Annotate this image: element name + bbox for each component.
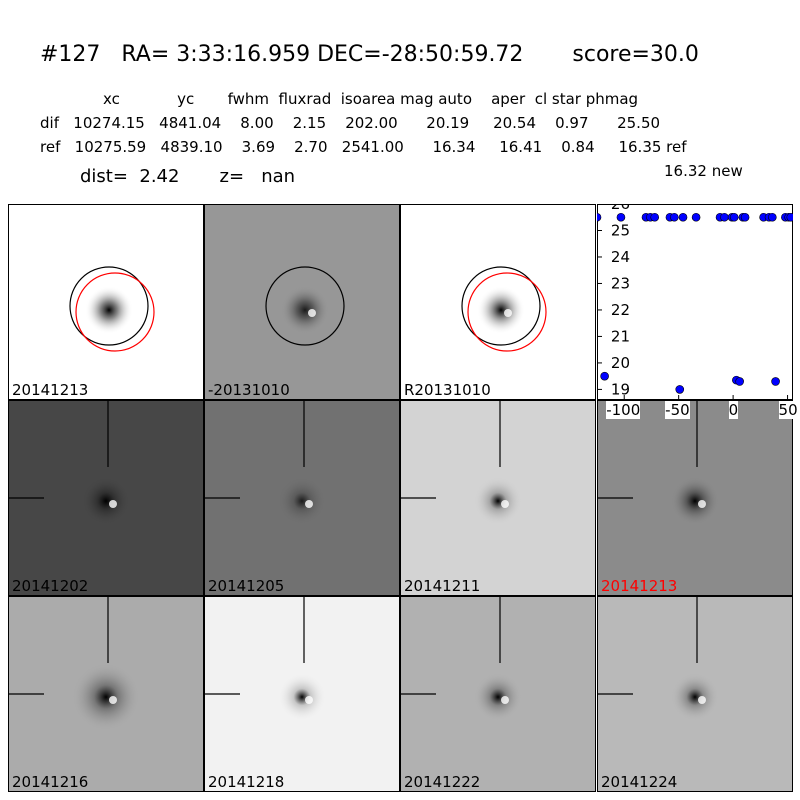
source-blob xyxy=(278,673,326,721)
residual-highlight xyxy=(109,696,117,704)
source-blob xyxy=(671,477,719,525)
data-point xyxy=(729,212,739,222)
data-point xyxy=(670,212,679,222)
source-blob xyxy=(474,477,522,525)
magnitude-scatter-plot: 19 20 21 22 23 24 25 26 xyxy=(597,204,793,400)
y-tick-label: 24 xyxy=(611,248,630,266)
y-tick-label: 25 xyxy=(611,221,630,239)
aperture-circle xyxy=(265,266,345,346)
stamp-date-label: 20141216 xyxy=(12,773,89,791)
source-blob xyxy=(671,673,719,721)
data-point xyxy=(691,212,701,222)
source-blob xyxy=(278,477,326,525)
data-point xyxy=(675,385,685,394)
x-tick-label: -50 xyxy=(665,401,690,419)
data-point xyxy=(735,377,744,386)
dist-line: dist= 2.42 z= nan xyxy=(80,166,296,187)
data-point xyxy=(771,377,780,386)
image-stamp: 20141213 xyxy=(8,204,204,400)
stamp-date-label: 20141218 xyxy=(208,773,285,791)
data-point xyxy=(597,212,602,222)
source-blob xyxy=(477,286,525,334)
stamp-date-label: R20131010 xyxy=(404,381,491,399)
image-stamp: 20141222 xyxy=(400,596,596,792)
image-stamp: -20131010 xyxy=(204,204,400,400)
residual-highlight xyxy=(504,309,512,317)
image-stamp: 20141224 xyxy=(597,596,793,792)
y-tick-label: 20 xyxy=(611,354,630,372)
dif-row: dif 10274.15 4841.04 8.00 2.15 202.00 20… xyxy=(40,114,661,132)
y-tick-label: 23 xyxy=(611,274,630,292)
column-headers: xc yc fwhm fluxrad isoarea mag auto aper… xyxy=(103,90,639,108)
stamp-date-label: -20131010 xyxy=(208,381,290,399)
image-stamp: 20141213 xyxy=(597,400,793,596)
new-row: 16.32 new xyxy=(664,162,743,180)
source-blob xyxy=(281,286,329,334)
source-blob xyxy=(72,663,140,731)
stamp-date-label: 20141205 xyxy=(208,577,285,595)
image-stamp: 20141211 xyxy=(400,400,596,596)
data-point xyxy=(650,212,660,222)
y-tick-label: 21 xyxy=(611,327,630,345)
source-blob xyxy=(474,673,522,721)
data-point xyxy=(720,212,729,222)
image-stamp: 20141218 xyxy=(204,596,400,792)
residual-highlight xyxy=(305,500,313,508)
residual-highlight xyxy=(305,696,313,704)
source-blob xyxy=(82,477,130,525)
image-stamp: 20141205 xyxy=(204,400,400,596)
aperture-circle xyxy=(69,266,149,346)
data-point xyxy=(600,371,609,381)
stamp-date-label: 20141202 xyxy=(12,577,89,595)
residual-highlight xyxy=(501,696,509,704)
image-stamp: 20141202 xyxy=(8,400,204,596)
residual-highlight xyxy=(698,500,706,508)
y-tick-label: 26 xyxy=(611,204,630,213)
x-tick-label: 50 xyxy=(778,401,798,419)
ref-row: ref 10275.59 4839.10 3.69 2.70 2541.00 1… xyxy=(40,138,687,156)
data-point xyxy=(678,212,688,222)
stamp-date-label: 20141213 xyxy=(601,577,678,595)
residual-highlight xyxy=(308,309,316,317)
plot-frame xyxy=(597,204,793,400)
ref-aperture-circle xyxy=(75,272,155,352)
stamp-date-label: 20141224 xyxy=(601,773,678,791)
residual-highlight xyxy=(109,500,117,508)
y-tick-label: 19 xyxy=(611,380,630,398)
x-tick-label: 0 xyxy=(728,401,739,419)
data-point xyxy=(786,212,793,222)
stamp-date-label: 20141222 xyxy=(404,773,481,791)
image-stamp: 20141216 xyxy=(8,596,204,792)
image-stamp: R20131010 xyxy=(400,204,596,400)
ref-aperture-circle xyxy=(467,272,547,352)
stamp-date-label: 20141211 xyxy=(404,577,481,595)
source-blob xyxy=(85,286,133,334)
residual-highlight xyxy=(501,500,509,508)
stamp-date-label: 20141213 xyxy=(12,381,89,399)
candidate-title: #127 RA= 3:33:16.959 DEC=-28:50:59.72 sc… xyxy=(40,42,699,67)
residual-highlight xyxy=(698,696,706,704)
data-point xyxy=(616,212,626,222)
data-point xyxy=(740,212,750,222)
aperture-circle xyxy=(461,266,541,346)
data-point xyxy=(768,212,777,222)
y-tick-label: 22 xyxy=(611,301,630,319)
x-tick-label: -100 xyxy=(606,401,641,419)
